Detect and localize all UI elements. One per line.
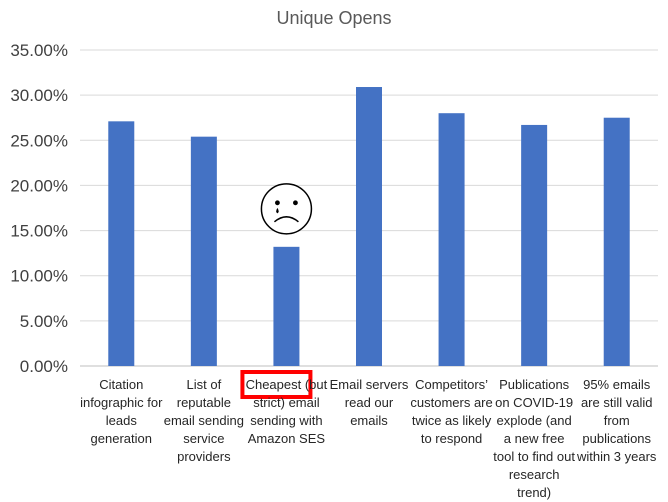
- x-tick-label: Publications on COVID-19 explode (and a …: [493, 377, 575, 500]
- bar: [603, 117, 630, 366]
- sad-face-mouth: [273, 216, 299, 223]
- y-tick-label: 0.00%: [20, 357, 68, 376]
- x-tick-label: Email servers read our emails: [329, 377, 409, 428]
- y-tick-label: 30.00%: [10, 86, 68, 105]
- bar: [273, 246, 300, 366]
- x-tick-label: Competitors’ customers are twice as like…: [410, 377, 493, 446]
- y-tick-label: 15.00%: [10, 222, 68, 241]
- bar: [438, 113, 465, 366]
- bar: [521, 124, 548, 367]
- bar: [356, 87, 382, 366]
- x-tick-label: List of reputable email sending service …: [163, 377, 244, 464]
- bar: [190, 136, 217, 366]
- y-tick-label: 25.00%: [10, 131, 68, 150]
- y-tick-label: 5.00%: [20, 312, 68, 331]
- bar: [108, 121, 135, 366]
- sad-face-tear: [276, 207, 279, 214]
- y-tick-label: 20.00%: [10, 176, 68, 195]
- y-tick-label: 10.00%: [10, 267, 68, 286]
- sad-face-eye: [293, 200, 298, 206]
- x-tick-label: 95% emails are still valid from publicat…: [576, 377, 657, 464]
- x-tick-label: Citation infographic for leads generatio…: [80, 377, 163, 446]
- sad-face-icon: [260, 183, 313, 235]
- x-tick-label: Cheapest (but strict) email sending with…: [245, 377, 328, 446]
- sad-face-eye: [275, 200, 280, 206]
- highlight-box: [240, 370, 313, 399]
- y-tick-label: 35.00%: [10, 41, 68, 60]
- chart-title: Unique Opens: [276, 8, 392, 28]
